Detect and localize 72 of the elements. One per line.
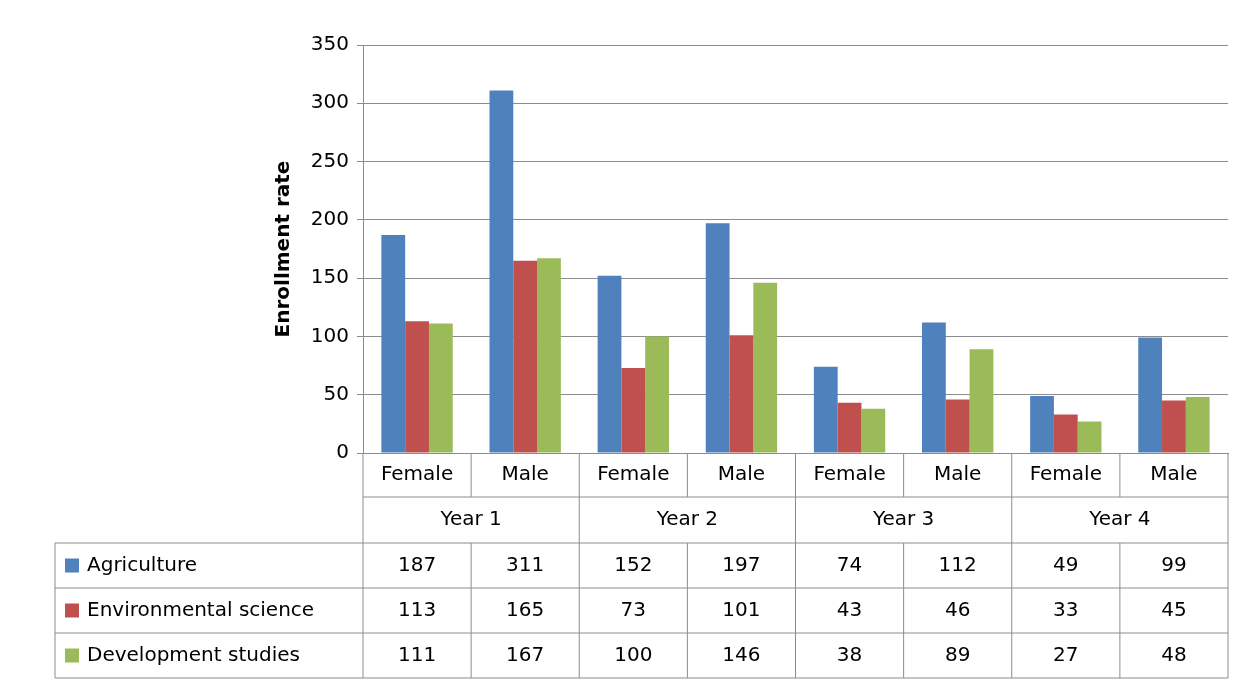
data-label: 89 xyxy=(944,641,971,666)
x-tick-label: Female xyxy=(597,461,670,486)
text: Year 2 xyxy=(655,506,719,531)
x-tick-label: Male xyxy=(1150,461,1198,486)
bar xyxy=(1030,395,1054,453)
bar xyxy=(645,336,669,453)
bar xyxy=(753,282,778,453)
x-tick-label: Female xyxy=(380,461,454,486)
data-label: 48 xyxy=(1161,641,1187,666)
data-label: 45 xyxy=(1161,596,1187,621)
x-tick-label: Female xyxy=(1029,461,1102,486)
y-tick-label: 100 xyxy=(310,322,349,347)
bar xyxy=(381,235,406,453)
bar xyxy=(969,349,994,453)
x-tick-label: Female xyxy=(813,461,886,486)
bar xyxy=(705,223,730,453)
data-label: 146 xyxy=(722,641,761,666)
data-label: 311 xyxy=(506,551,545,576)
bar xyxy=(537,258,561,453)
x-tick-label: Male xyxy=(501,461,549,486)
data-label: 152 xyxy=(614,551,653,576)
y-tick-label: 300 xyxy=(310,89,349,114)
data-label: 112 xyxy=(938,551,977,576)
bar xyxy=(428,323,453,453)
x-tick-label: Male xyxy=(717,461,766,486)
data-label: 187 xyxy=(397,551,437,576)
data-label: 73 xyxy=(620,596,647,621)
data-label: 167 xyxy=(506,641,545,666)
data-label: 38 xyxy=(836,641,863,666)
bar xyxy=(1077,421,1102,453)
data-label: 43 xyxy=(836,596,863,621)
y-tick-label: 50 xyxy=(323,380,349,405)
bar xyxy=(945,399,970,453)
bar xyxy=(813,366,838,453)
bar xyxy=(1185,397,1210,453)
data-label: 74 xyxy=(836,551,863,576)
y-tick-label: 200 xyxy=(310,206,349,231)
data-label: 100 xyxy=(614,641,653,666)
bar xyxy=(1138,337,1163,453)
data-label: 101 xyxy=(722,596,761,621)
data-label: 113 xyxy=(397,596,437,621)
legend-label: Environmental science xyxy=(87,596,315,621)
data-label: 49 xyxy=(1053,551,1079,576)
y-tick-label: 250 xyxy=(310,147,349,172)
bar xyxy=(597,275,622,453)
text: Year 3 xyxy=(871,506,935,531)
legend-label: Development studies xyxy=(87,641,300,666)
bar xyxy=(489,90,514,453)
data-label: 27 xyxy=(1053,641,1079,666)
text: Year 4 xyxy=(1088,506,1151,531)
data-label: 46 xyxy=(944,596,971,621)
bar xyxy=(405,321,429,453)
bar xyxy=(837,402,862,453)
legend-label: Agriculture xyxy=(87,551,197,576)
y-tick-label: 350 xyxy=(310,31,349,56)
text: Year 1 xyxy=(439,506,502,531)
y-tick-label: 150 xyxy=(310,264,349,289)
bar xyxy=(513,260,538,453)
y-tick-label: 0 xyxy=(336,439,349,464)
data-label: 99 xyxy=(1161,551,1187,576)
data-label: 197 xyxy=(722,551,761,576)
bar xyxy=(922,322,946,453)
y-axis-title: Enrollment rate xyxy=(270,160,295,338)
bar xyxy=(621,367,646,453)
x-tick-label: Male xyxy=(934,461,982,486)
bar xyxy=(1053,414,1078,453)
bar xyxy=(861,408,886,453)
bar xyxy=(1162,400,1186,453)
data-label: 33 xyxy=(1053,596,1079,621)
bar xyxy=(729,335,754,453)
data-label: 111 xyxy=(397,641,437,666)
data-label: 165 xyxy=(506,596,545,621)
